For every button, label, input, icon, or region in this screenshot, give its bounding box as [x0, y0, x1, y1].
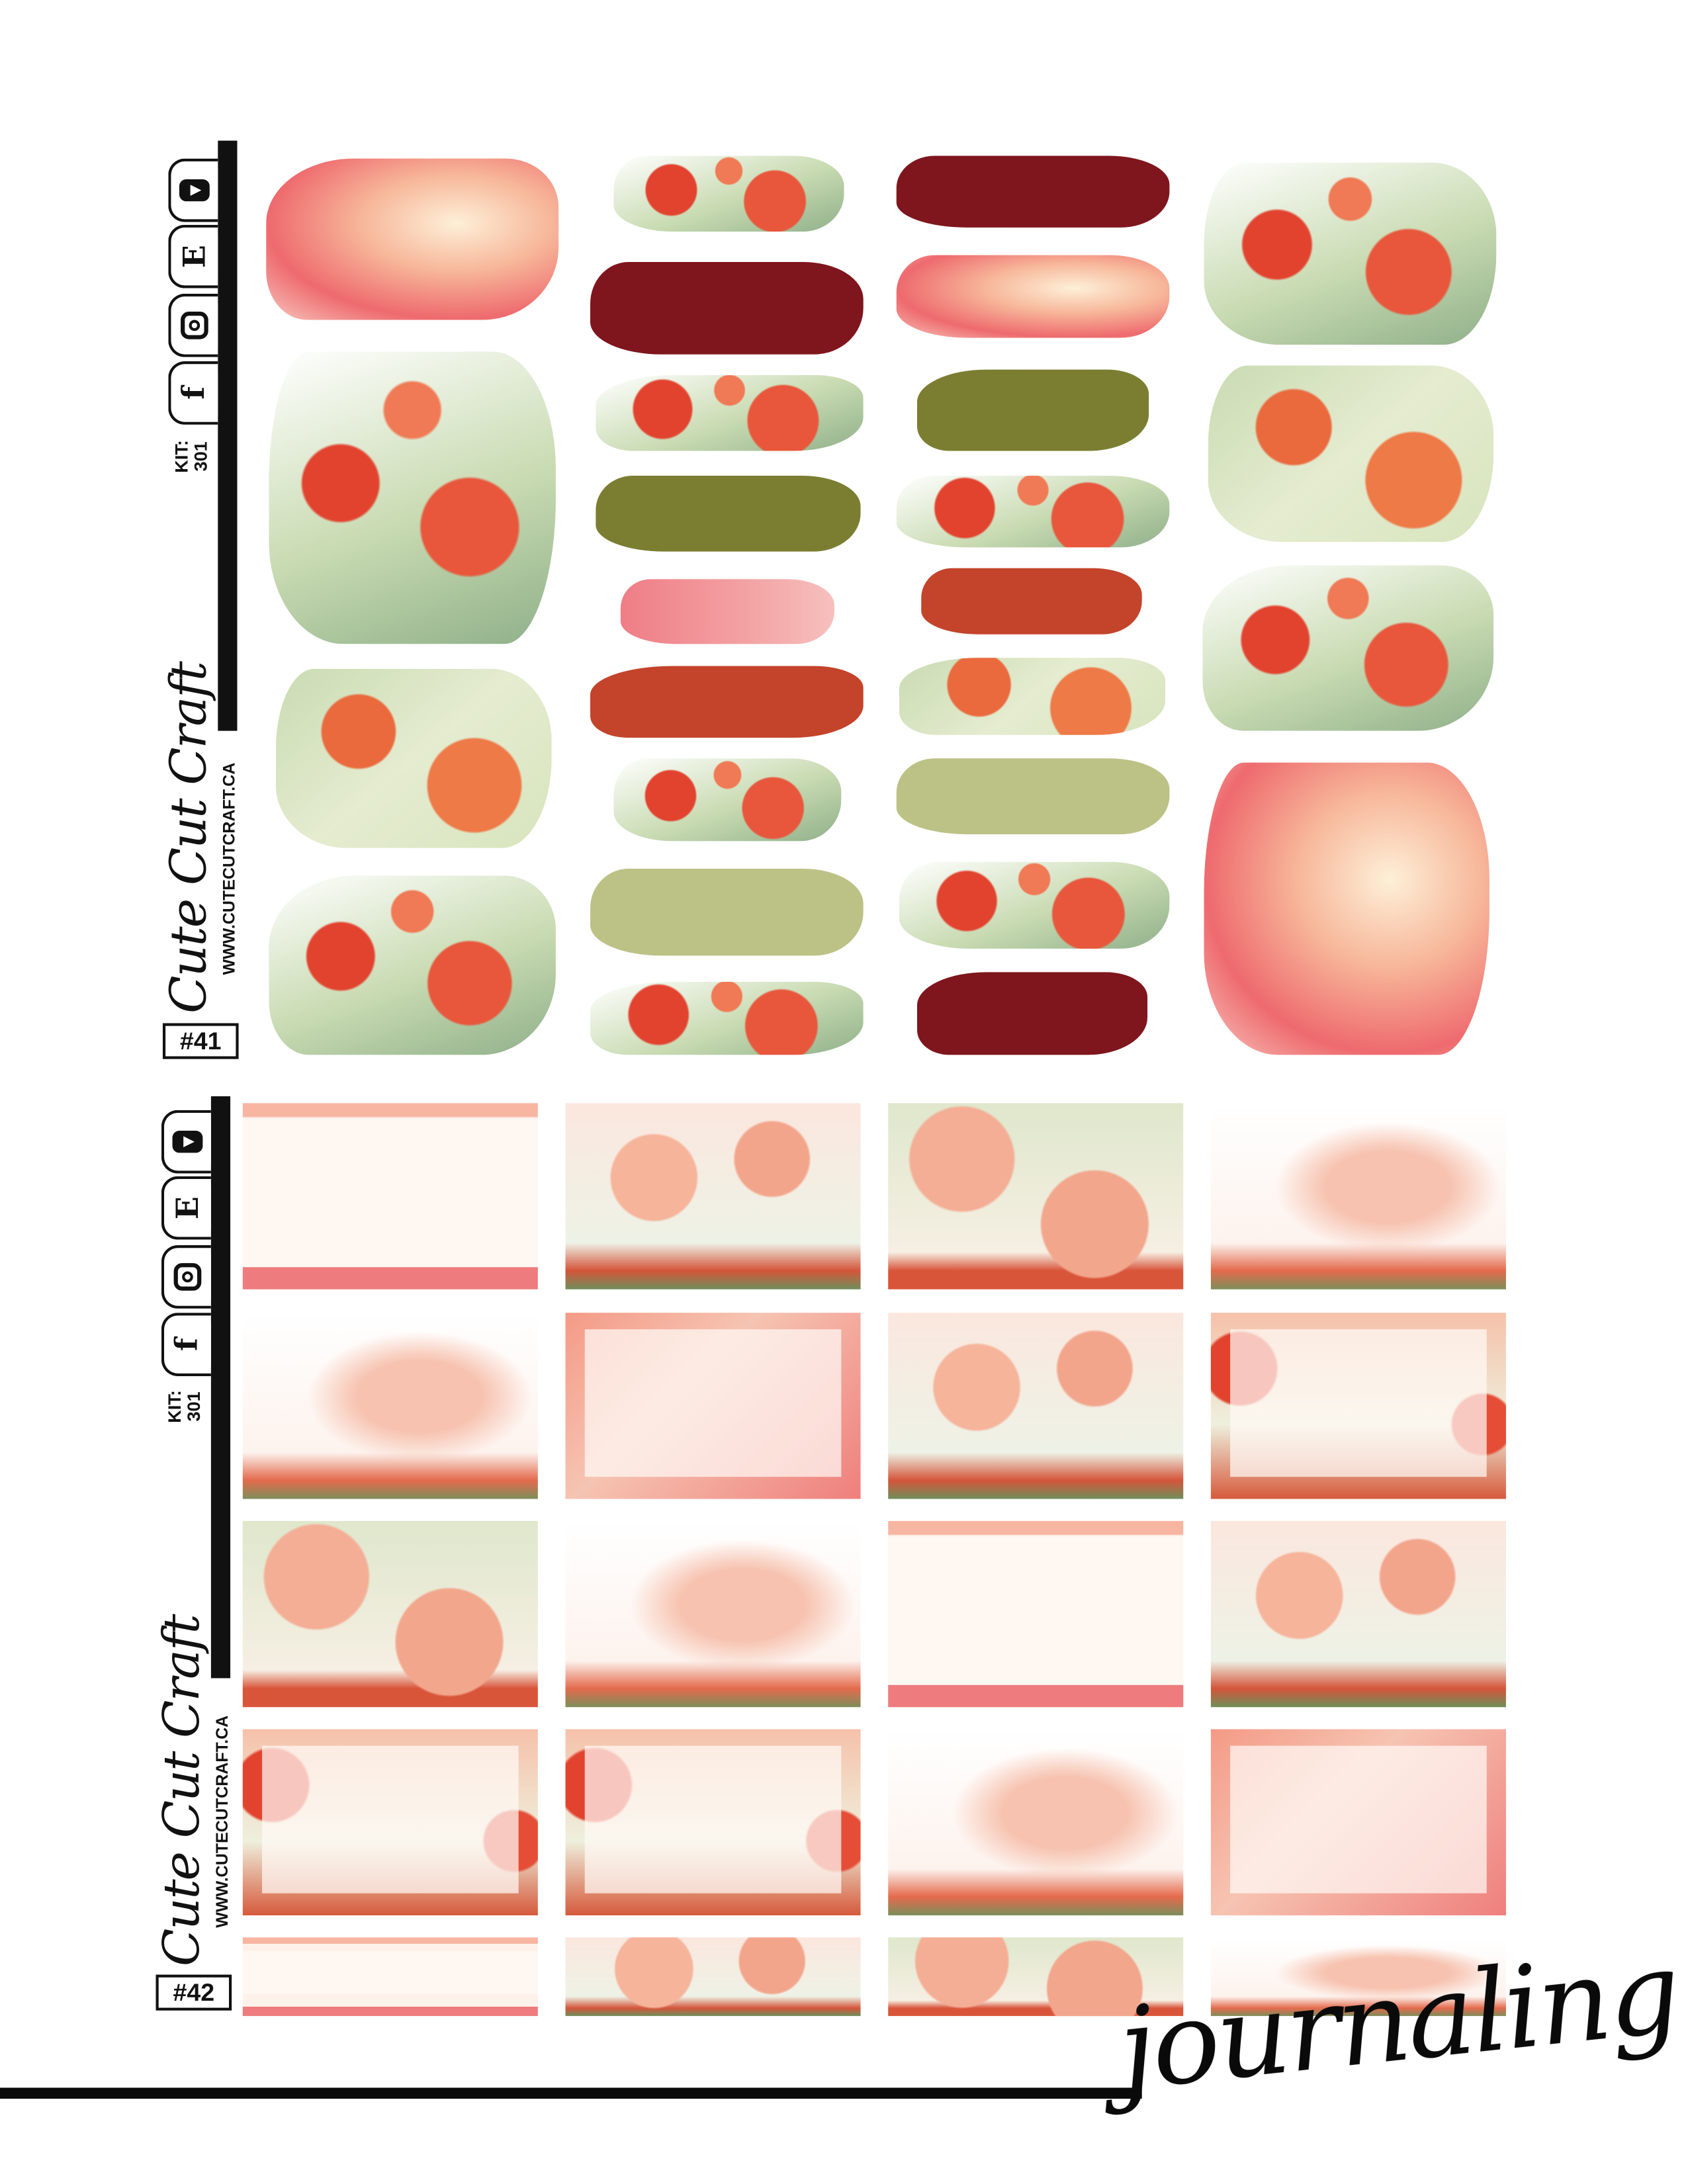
footer-rule — [0, 2087, 1142, 2099]
sticker-poppy-floral — [1202, 565, 1494, 731]
sticker-watercolor-wash — [620, 579, 834, 644]
writing-area — [1230, 1329, 1487, 1477]
kit-label: KIT: 301 — [164, 1390, 204, 1423]
journaling-card-floral — [242, 1520, 538, 1708]
journaling-card-framed — [565, 1313, 861, 1499]
youtube-icon — [161, 1110, 211, 1174]
sticker-rust-brush-stroke — [590, 666, 864, 738]
sticker-poppy-floral — [590, 981, 864, 1055]
journaling-card-banded — [242, 1103, 538, 1289]
sticker-poppy-floral — [613, 155, 844, 232]
etsy-icon: E — [161, 1176, 211, 1240]
instagram-icon — [168, 293, 218, 357]
journaling-card-floral — [888, 1729, 1184, 1915]
sheet-number: #41 — [162, 1023, 239, 1059]
brand-logo: Cute Cut Craft — [161, 662, 218, 1014]
kit-label: KIT: 301 — [171, 440, 211, 473]
journaling-card-framed — [1210, 1729, 1506, 1915]
sticker-olive-brush-stroke — [916, 369, 1149, 451]
facebook-icon: f — [168, 361, 218, 425]
sticker-olive-brush-stroke — [596, 476, 861, 552]
sticker-sage-brush-stroke — [896, 758, 1170, 834]
sticker-poppy-floral — [596, 374, 864, 451]
brand-logo: Cute Cut Craft — [154, 1615, 211, 1967]
sticker-burgundy-brush-stroke — [896, 155, 1170, 228]
black-bar — [210, 1096, 231, 1679]
sticker-poppy-floral — [275, 668, 552, 848]
website-text: WWW.CUTECUTCRAFT.CA — [212, 1715, 232, 1928]
sidebar-sheet-42: E f KIT: 301 Cute Cut Craft WWW.CUTECUTCR… — [152, 1094, 248, 2031]
youtube-icon — [168, 158, 218, 222]
facebook-icon: f — [161, 1313, 211, 1377]
journaling-card-floral — [1210, 1520, 1506, 1708]
writing-area — [888, 1534, 1184, 1685]
journaling-card-floral — [565, 1520, 861, 1708]
writing-area — [261, 1745, 519, 1894]
journaling-card-floral — [1210, 1937, 1506, 2017]
sheet-number: #42 — [155, 1974, 232, 2011]
writing-area — [584, 1329, 842, 1477]
sticker-poppy-floral — [1208, 365, 1494, 543]
sticker-watercolor-wash — [896, 255, 1170, 338]
journaling-card-framed — [242, 1729, 538, 1915]
sticker-burgundy-brush-stroke — [590, 261, 864, 355]
sticker-poppy-floral — [899, 861, 1170, 949]
journaling-card-floral — [242, 1313, 538, 1499]
writing-area — [584, 1745, 842, 1894]
sticker-rust-brush-stroke — [921, 568, 1142, 634]
sticker-burgundy-brush-stroke — [916, 972, 1148, 1055]
journaling-card-framed — [565, 1729, 861, 1915]
instagram-icon — [161, 1245, 211, 1309]
sticker-poppy-floral — [269, 875, 556, 1055]
sticker-poppy-floral — [269, 351, 556, 644]
journaling-card-banded — [888, 1520, 1184, 1708]
journaling-card-floral — [565, 1937, 861, 2017]
sticker-poppy-floral — [896, 476, 1170, 548]
sticker-watercolor-wash — [266, 158, 559, 320]
black-bar — [218, 140, 238, 731]
journaling-card-floral — [888, 1103, 1184, 1289]
sticker-poppy-floral — [1204, 162, 1497, 345]
journaling-card-floral — [1210, 1103, 1506, 1289]
sticker-poppy-floral — [613, 758, 842, 842]
etsy-icon: E — [168, 224, 218, 288]
journaling-card-floral — [888, 1313, 1184, 1499]
sticker-sage-brush-stroke — [590, 869, 864, 956]
website-text: WWW.CUTECUTCRAFT.CA — [219, 762, 239, 975]
journaling-card-banded — [242, 1937, 538, 2017]
journaling-card-floral — [565, 1103, 861, 1289]
sidebar-sheet-41: E f KIT: 301 Cute Cut Craft WWW.CUTECUTCR… — [159, 138, 255, 1075]
writing-area — [242, 1951, 538, 1994]
writing-area — [1230, 1745, 1487, 1894]
journaling-card-framed — [1210, 1313, 1506, 1499]
journaling-card-floral — [888, 1937, 1184, 2017]
sticker-poppy-floral — [899, 658, 1166, 735]
sticker-watercolor-wash — [1204, 762, 1489, 1055]
writing-area — [242, 1117, 538, 1268]
